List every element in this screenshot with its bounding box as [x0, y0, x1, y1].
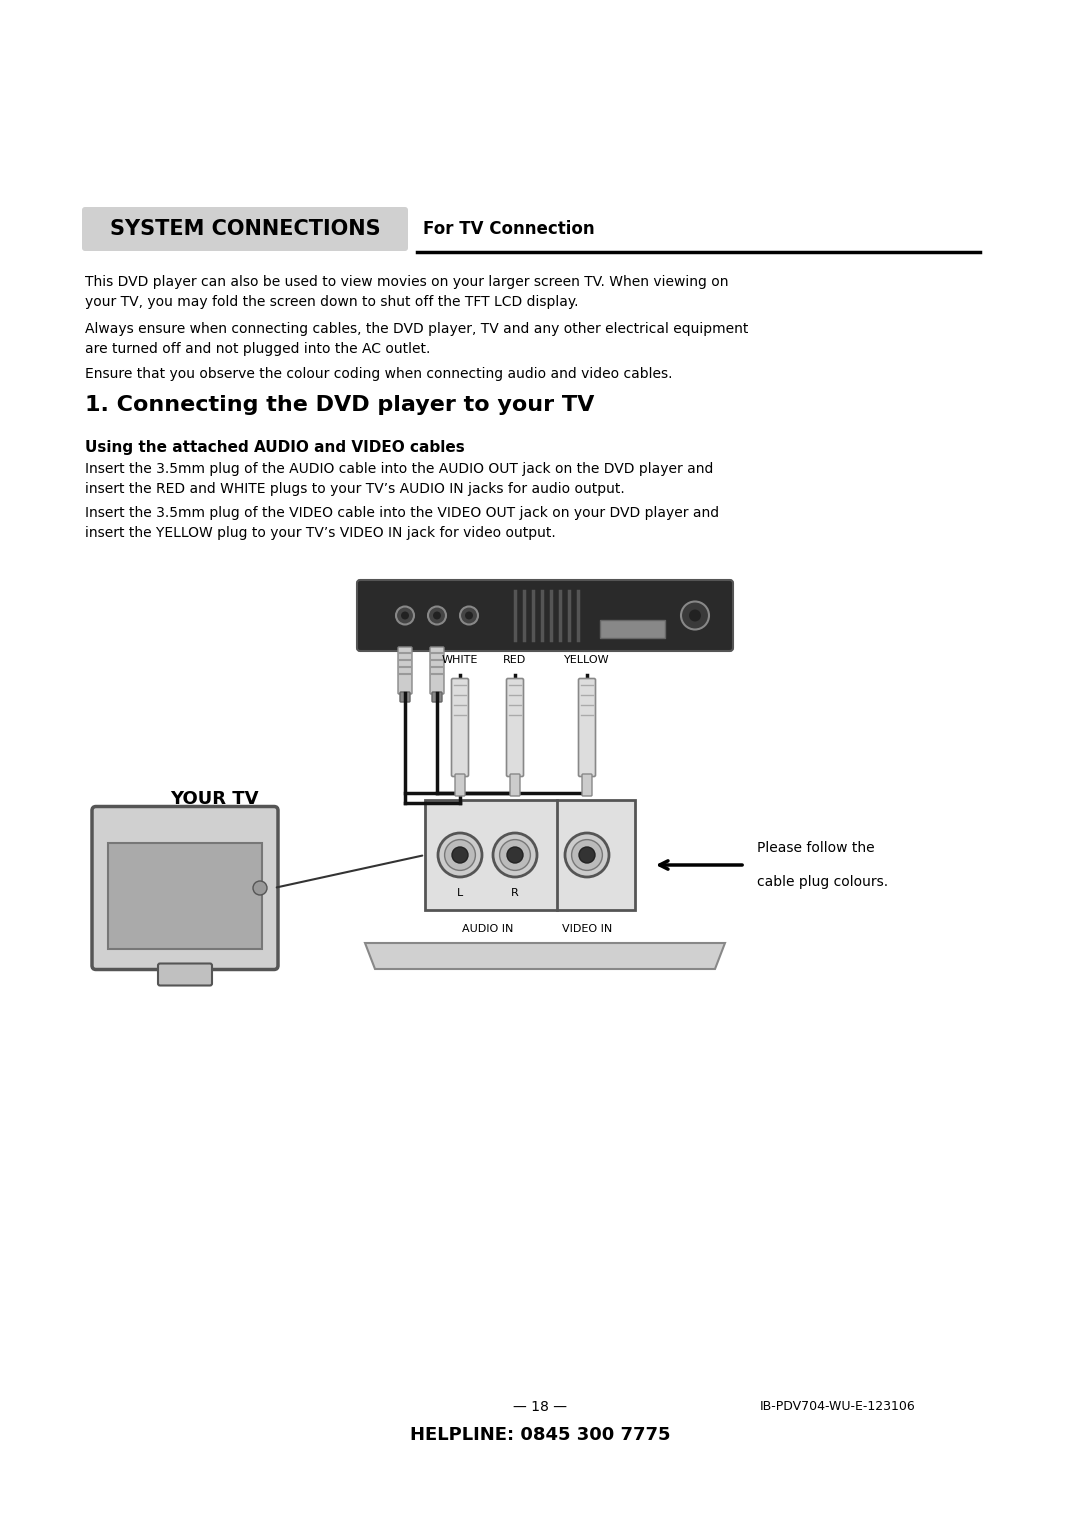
FancyBboxPatch shape — [432, 691, 442, 702]
FancyBboxPatch shape — [426, 800, 635, 909]
Text: — 18 —: — 18 — — [513, 1399, 567, 1415]
FancyBboxPatch shape — [582, 774, 592, 797]
Circle shape — [571, 839, 603, 870]
Circle shape — [438, 833, 482, 877]
FancyBboxPatch shape — [600, 620, 665, 638]
Text: L: L — [457, 888, 463, 897]
Circle shape — [579, 847, 595, 864]
FancyBboxPatch shape — [430, 647, 444, 694]
Circle shape — [681, 601, 708, 630]
Text: 1. Connecting the DVD player to your TV: 1. Connecting the DVD player to your TV — [85, 395, 594, 415]
Text: R: R — [511, 888, 518, 897]
Text: SYSTEM CONNECTIONS: SYSTEM CONNECTIONS — [110, 220, 380, 240]
Text: Always ensure when connecting cables, the DVD player, TV and any other electrica: Always ensure when connecting cables, th… — [85, 322, 748, 356]
Text: cable plug colours.: cable plug colours. — [757, 874, 888, 890]
Circle shape — [253, 881, 267, 896]
Text: YELLOW: YELLOW — [564, 655, 610, 665]
Text: For TV Connection: For TV Connection — [423, 220, 595, 238]
FancyBboxPatch shape — [82, 208, 408, 250]
FancyBboxPatch shape — [92, 807, 278, 969]
Text: Using the attached AUDIO and VIDEO cables: Using the attached AUDIO and VIDEO cable… — [85, 439, 464, 455]
FancyBboxPatch shape — [158, 963, 212, 986]
Circle shape — [453, 847, 468, 864]
Circle shape — [689, 609, 701, 621]
FancyBboxPatch shape — [357, 580, 733, 652]
Text: HELPLINE: 0845 300 7775: HELPLINE: 0845 300 7775 — [409, 1425, 671, 1444]
Circle shape — [401, 612, 409, 620]
Circle shape — [492, 833, 537, 877]
Circle shape — [445, 839, 475, 870]
FancyBboxPatch shape — [579, 679, 595, 777]
FancyBboxPatch shape — [451, 679, 469, 777]
FancyBboxPatch shape — [510, 774, 519, 797]
Text: Insert the 3.5mm plug of the AUDIO cable into the AUDIO OUT jack on the DVD play: Insert the 3.5mm plug of the AUDIO cable… — [85, 462, 714, 496]
Text: This DVD player can also be used to view movies on your larger screen TV. When v: This DVD player can also be used to view… — [85, 275, 729, 310]
Circle shape — [433, 612, 441, 620]
Text: Ensure that you observe the colour coding when connecting audio and video cables: Ensure that you observe the colour codin… — [85, 366, 673, 382]
FancyBboxPatch shape — [108, 842, 262, 949]
FancyBboxPatch shape — [400, 691, 410, 702]
Text: YOUR TV: YOUR TV — [170, 790, 258, 807]
Text: WHITE: WHITE — [442, 655, 478, 665]
Circle shape — [465, 612, 473, 620]
Text: RED: RED — [503, 655, 527, 665]
Circle shape — [428, 606, 446, 624]
Text: Please follow the: Please follow the — [757, 841, 875, 855]
Text: IB-PDV704-WU-E-123106: IB-PDV704-WU-E-123106 — [760, 1399, 916, 1413]
Circle shape — [507, 847, 523, 864]
Circle shape — [396, 606, 414, 624]
FancyBboxPatch shape — [399, 647, 411, 694]
Circle shape — [500, 839, 530, 870]
Circle shape — [565, 833, 609, 877]
Text: VIDEO IN: VIDEO IN — [562, 925, 612, 934]
Polygon shape — [365, 943, 725, 969]
Circle shape — [460, 606, 478, 624]
Text: Insert the 3.5mm plug of the VIDEO cable into the VIDEO OUT jack on your DVD pla: Insert the 3.5mm plug of the VIDEO cable… — [85, 507, 719, 540]
Text: AUDIO IN: AUDIO IN — [462, 925, 513, 934]
FancyBboxPatch shape — [455, 774, 465, 797]
FancyBboxPatch shape — [507, 679, 524, 777]
